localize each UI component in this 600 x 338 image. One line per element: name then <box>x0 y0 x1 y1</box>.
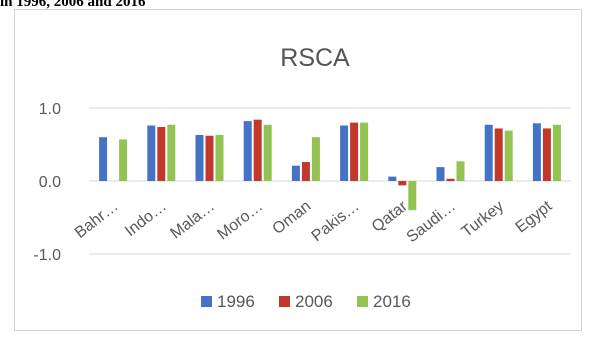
y-axis-ticks: 1.0 0.0 -1.0 <box>33 101 61 264</box>
bar-2016-7 <box>456 161 465 181</box>
chart-frame: RSCA 1.0 0.0 -1.0 Bahr… Indo… Mala… Moro… Oman… <box>14 9 582 331</box>
legend-swatch-2006 <box>279 296 290 307</box>
x-tick-label: Egypt <box>513 197 556 236</box>
bar-2006-3 <box>253 119 262 181</box>
bar-2016-9 <box>552 124 561 181</box>
x-tick-label: Turkey <box>459 198 508 241</box>
bar-2006-6 <box>398 181 407 186</box>
legend-swatch-2016 <box>357 296 368 307</box>
bar-2006-4 <box>301 162 310 181</box>
bar-2006-7 <box>446 178 455 181</box>
x-tick-label: Qatar <box>369 197 412 235</box>
figure-caption: in 1996, 2006 and 2016 <box>0 0 146 10</box>
bar-1996-3 <box>243 121 252 181</box>
legend-swatch-1996 <box>201 296 212 307</box>
x-tick-label: Mala… <box>168 198 218 243</box>
bar-2006-1 <box>157 126 166 181</box>
bar-2006-9 <box>542 128 551 181</box>
rsca-bar-chart: RSCA 1.0 0.0 -1.0 Bahr… Indo…Mala…Moro… Oman… <box>33 44 571 311</box>
x-tick-label: Pakis… <box>309 198 363 245</box>
bar-2016-2 <box>215 135 224 181</box>
bar-2016-1 <box>167 124 176 181</box>
bar-2006-8 <box>494 128 503 181</box>
bar-1996-7 <box>436 167 445 181</box>
bar-1996-0 <box>99 137 108 181</box>
bar-1996-9 <box>532 123 541 181</box>
bar-2016-6 <box>408 181 417 211</box>
bar-1996-4 <box>291 165 300 181</box>
x-tick-label: Bahr… <box>72 198 122 242</box>
bar-1996-2 <box>195 135 204 181</box>
y-tick-label: -1.0 <box>33 247 61 264</box>
legend-label-1996: 1996 <box>217 292 255 311</box>
bar-1996-1 <box>147 125 156 181</box>
bar-2006-5 <box>350 122 359 181</box>
bar-2016-4 <box>311 137 320 181</box>
x-tick-label: Moro… <box>214 198 266 244</box>
bar-1996-5 <box>340 125 349 181</box>
bar-1996-6 <box>388 176 397 181</box>
bar-2016-3 <box>263 124 272 181</box>
y-tick-label: 0.0 <box>39 174 61 191</box>
chart-title: RSCA <box>280 44 350 72</box>
legend-label-2006: 2006 <box>295 292 333 311</box>
bar-1996-8 <box>484 124 493 181</box>
bars <box>99 119 561 211</box>
y-tick-label: 1.0 <box>39 101 61 118</box>
legend: 1996 2006 2016 <box>201 292 411 311</box>
legend-label-2016: 2016 <box>373 292 411 311</box>
bar-2016-8 <box>504 130 513 181</box>
bar-2016-0 <box>119 139 128 181</box>
x-tick-label: Indo… <box>122 198 170 240</box>
bar-2006-2 <box>205 135 214 181</box>
bar-2016-5 <box>360 122 369 181</box>
